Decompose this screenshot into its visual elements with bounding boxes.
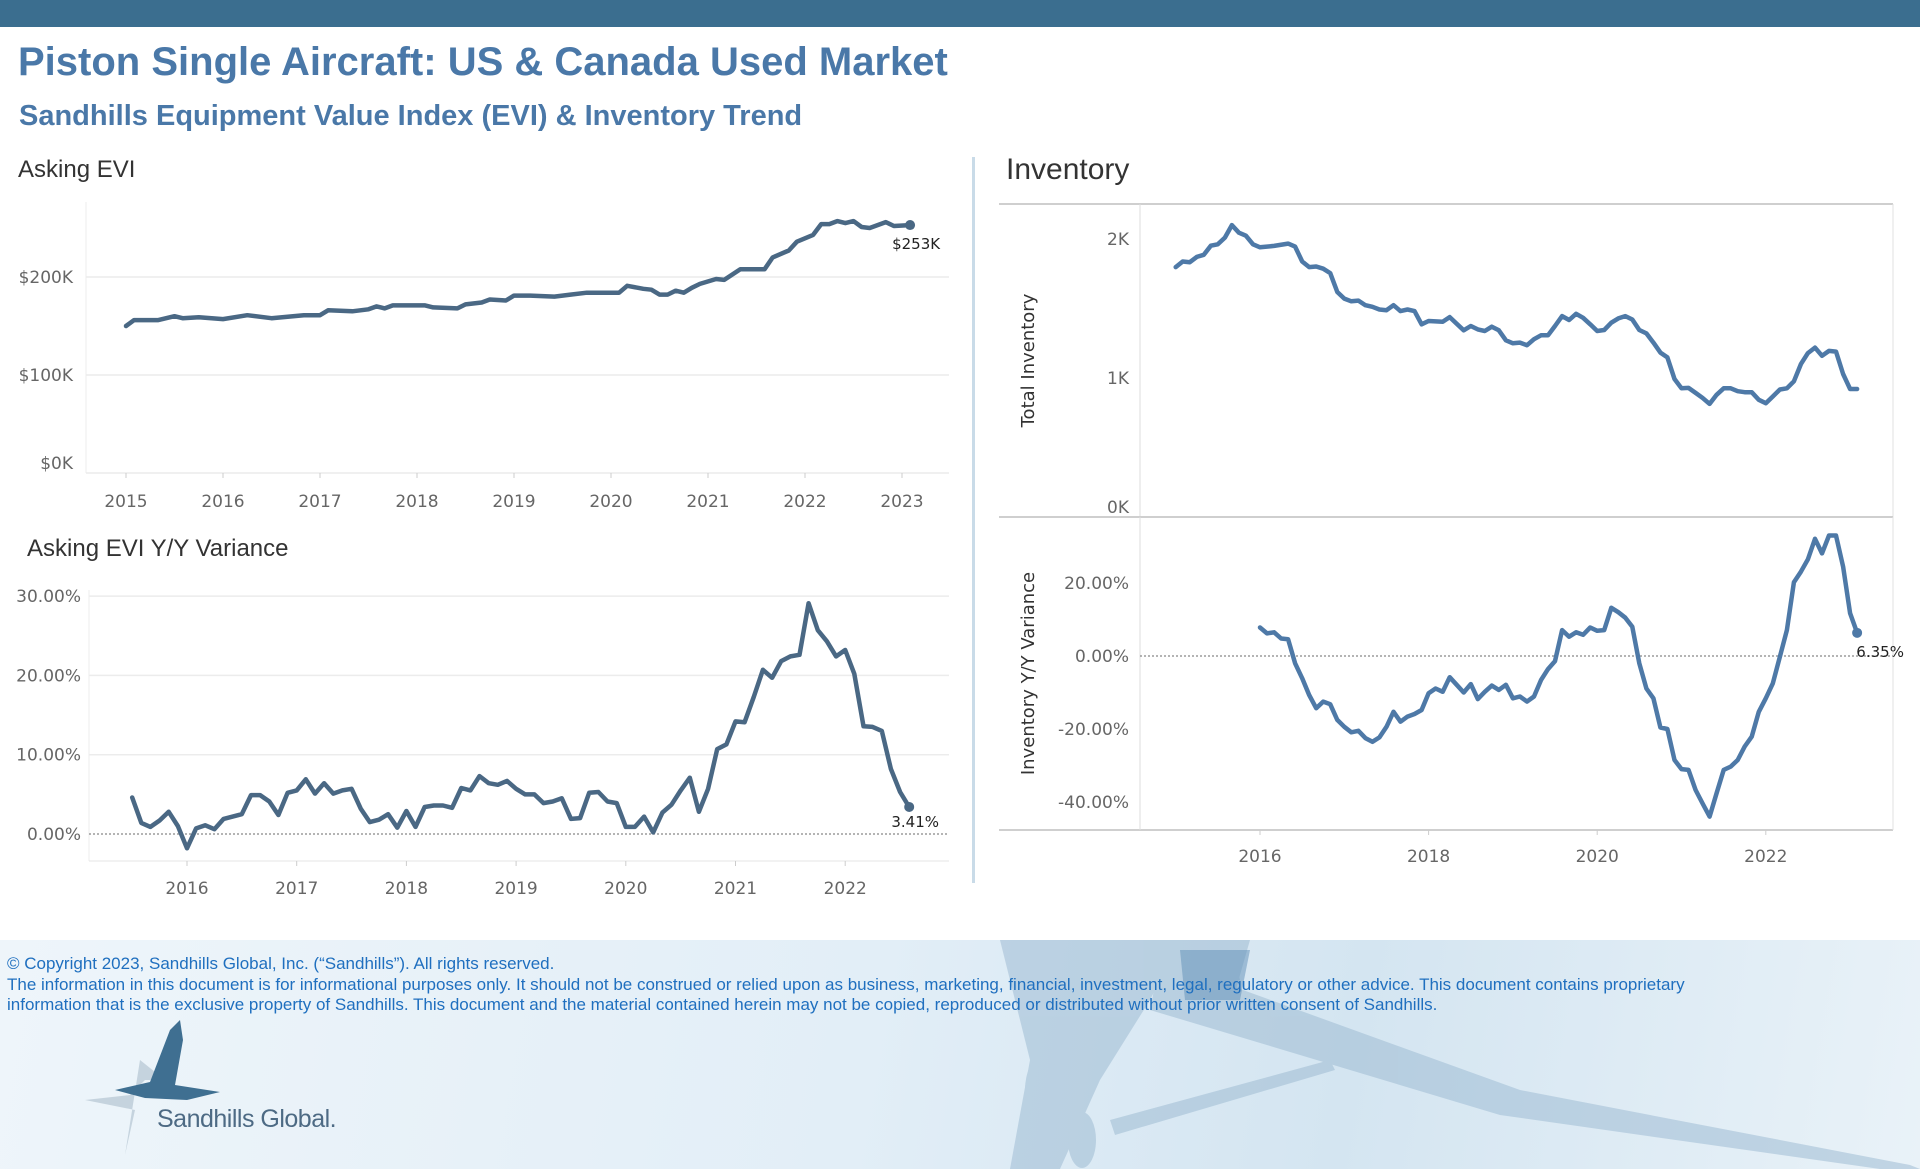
x-tick-label: 2018 [1407, 847, 1450, 867]
chart-title-asking-evi: Asking EVI [18, 156, 136, 183]
end-value-label: $253K [892, 235, 941, 253]
end-value-label: 3.41% [891, 813, 939, 831]
y-tick-label: 10.00% [16, 746, 81, 766]
y-tick-label: 30.00% [16, 587, 81, 607]
footer: © Copyright 2023, Sandhills Global, Inc.… [0, 940, 1920, 1169]
y-tick-label: 1K [1107, 369, 1130, 389]
page-subtitle: Sandhills Equipment Value Index (EVI) & … [19, 100, 803, 132]
chart-title-asking-evi-yy: Asking EVI Y/Y Variance [27, 535, 289, 562]
y-tick-label: 0K [1107, 498, 1130, 518]
y-axis-title: Total Inventory [1018, 293, 1039, 428]
y-tick-label: -20.00% [1058, 720, 1129, 740]
x-tick-label: 2021 [714, 879, 757, 899]
y-axis-title: Inventory Y/Y Variance [1018, 572, 1039, 775]
top-bar [0, 0, 1920, 27]
y-tick-label: $100K [19, 366, 74, 386]
x-tick-label: 2022 [783, 492, 826, 512]
x-tick-label: 2017 [275, 879, 318, 899]
series-line [123, 218, 913, 329]
x-tick-label: 2018 [395, 492, 438, 512]
x-tick-label: 2023 [880, 492, 923, 512]
charts-canvas: $0K $100K $200K 2015 2016 2017 2018 2019 2020 202… [16, 202, 1904, 899]
end-value-label: 6.35% [1856, 643, 1904, 661]
series-line [1173, 222, 1860, 407]
x-tick-label: 2019 [492, 492, 535, 512]
y-tick-label: 0.00% [27, 825, 81, 845]
x-tick-label: 2022 [824, 879, 867, 899]
x-tick-label: 2020 [604, 879, 647, 899]
page-title: Piston Single Aircraft: US & Canada Used… [18, 40, 948, 84]
x-tick-label: 2016 [165, 879, 208, 899]
panel-divider [972, 157, 975, 883]
x-tick-label: 2020 [1576, 847, 1619, 867]
end-point-marker [904, 801, 915, 812]
end-point-marker [1852, 627, 1863, 638]
y-tick-label: 20.00% [1064, 574, 1129, 594]
disclaimer-line-1: The information in this document is for … [7, 975, 1685, 994]
x-tick-label: 2018 [385, 879, 428, 899]
crane-logo-icon [85, 1020, 220, 1155]
x-tick-label: 2017 [298, 492, 341, 512]
x-tick-label: 2019 [494, 879, 537, 899]
sandhills-logo-text: Sandhills Global. [157, 1105, 337, 1133]
y-tick-label: $0K [40, 454, 74, 474]
x-tick-label: 2020 [589, 492, 632, 512]
x-tick-label: 2016 [1238, 847, 1281, 867]
x-tick-label: 2022 [1744, 847, 1787, 867]
x-tick-label: 2015 [104, 492, 147, 512]
x-tick-label: 2016 [201, 492, 244, 512]
y-tick-label: 20.00% [16, 666, 81, 686]
x-tick-label: 2021 [686, 492, 729, 512]
end-point-marker [905, 220, 916, 231]
y-tick-label: $200K [19, 268, 74, 288]
chart-title-inventory: Inventory [1006, 153, 1130, 186]
airplane-background-image [1000, 940, 1920, 1169]
copyright-text: © Copyright 2023, Sandhills Global, Inc.… [7, 954, 555, 973]
series-line [1257, 533, 1860, 819]
disclaimer-line-2: information that is the exclusive proper… [7, 995, 1438, 1014]
y-tick-label: 0.00% [1075, 647, 1129, 667]
series-line [129, 600, 912, 851]
y-tick-label: 2K [1107, 230, 1130, 250]
y-tick-label: -40.00% [1058, 793, 1129, 813]
